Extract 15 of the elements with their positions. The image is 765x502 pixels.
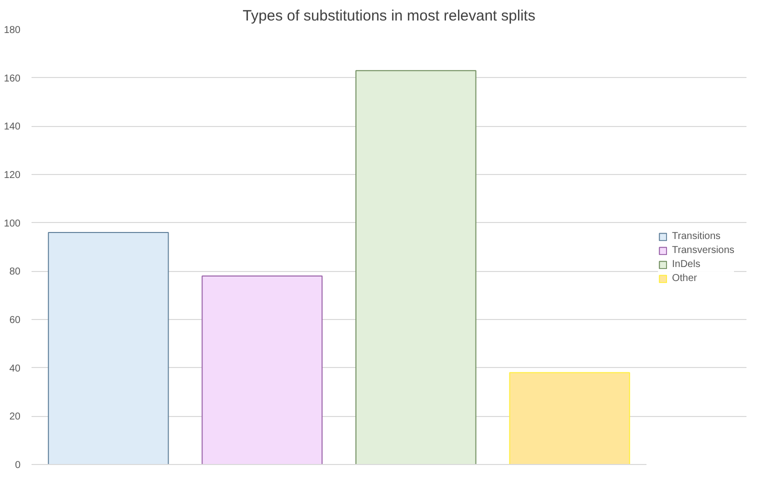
y-tick-label: 100 — [4, 218, 21, 230]
y-tick-label: 180 — [4, 25, 21, 36]
y-tick-label: 0 — [14, 460, 21, 471]
y-tick-label: 40 — [9, 363, 21, 374]
legend-label: InDels — [672, 258, 700, 270]
legend-label: Transversions — [672, 244, 734, 256]
y-tick-label: 120 — [4, 170, 21, 181]
legend-label: Transitions — [672, 230, 721, 242]
y-tick-label: 80 — [9, 266, 21, 278]
legend-label: Other — [672, 272, 698, 284]
y-tick-label: 20 — [9, 412, 21, 423]
y-tick-label: 60 — [9, 315, 21, 326]
y-tick-label: 160 — [4, 73, 21, 84]
y-tick-label: 140 — [4, 122, 21, 133]
chart-title: Types of substitutions in most relevant splits — [242, 8, 536, 24]
